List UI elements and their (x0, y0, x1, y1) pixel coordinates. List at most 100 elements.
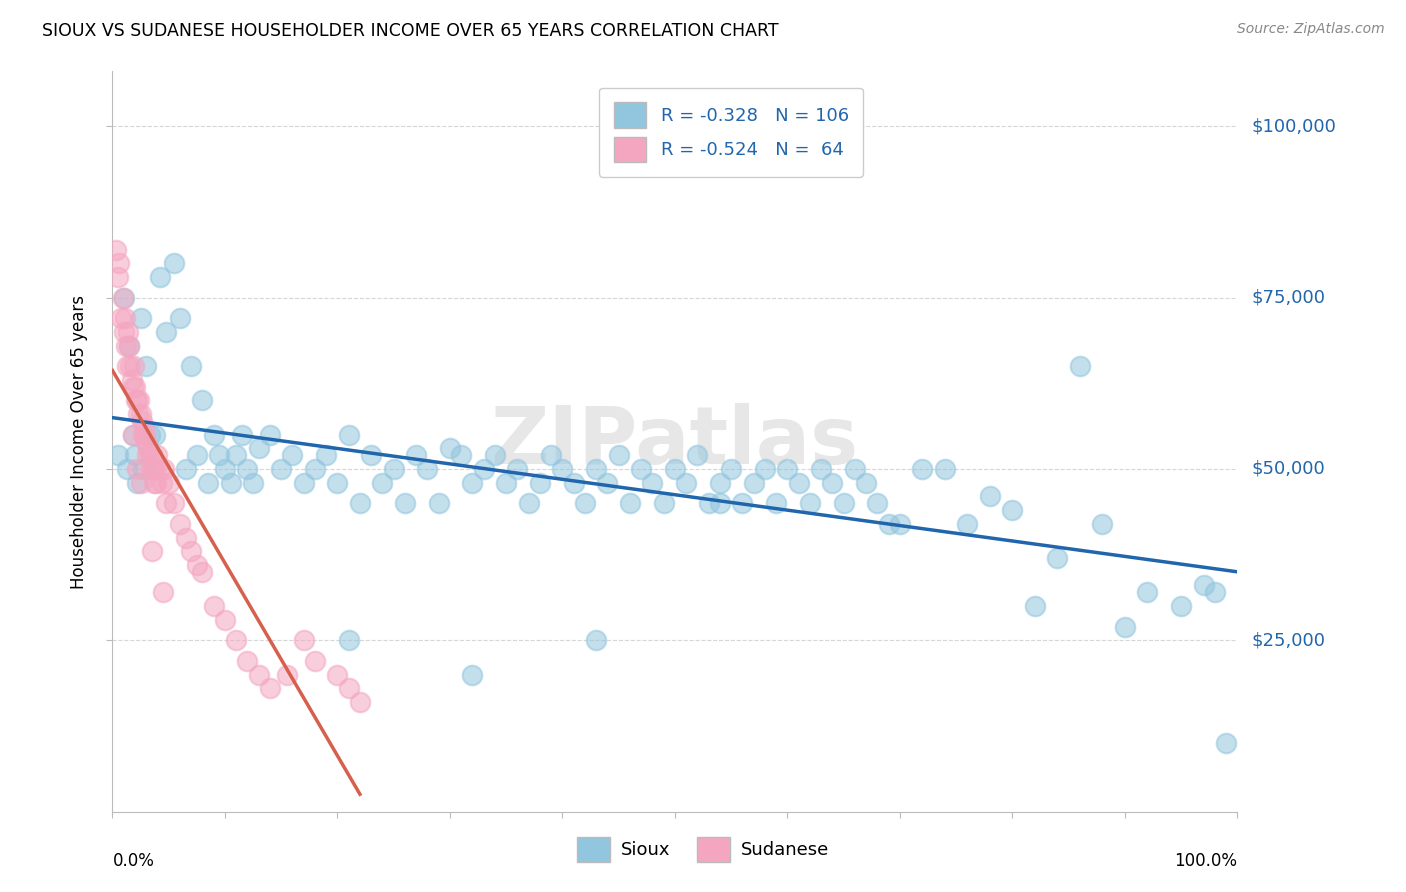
Point (259, 427, 281, 442)
Point (121, 380, 143, 394)
Text: $50,000: $50,000 (1251, 460, 1324, 478)
Point (141, 544, 163, 558)
Point (117, 325, 139, 339)
Point (115, 338, 138, 352)
Point (821, 475, 844, 490)
Point (292, 633, 315, 648)
Text: $100,000: $100,000 (1251, 117, 1336, 136)
Point (337, 427, 360, 442)
Point (247, 667, 270, 681)
Point (506, 462, 529, 476)
Point (1091, 516, 1114, 531)
Point (877, 516, 900, 531)
Point (585, 633, 607, 648)
Point (214, 462, 236, 476)
Text: $75,000: $75,000 (1251, 289, 1326, 307)
Point (765, 496, 787, 510)
Point (219, 475, 242, 490)
Point (1192, 578, 1215, 592)
Point (115, 462, 138, 476)
Point (1024, 599, 1046, 613)
Point (197, 475, 219, 490)
Point (136, 448, 159, 462)
Point (202, 599, 225, 613)
Point (186, 448, 208, 462)
Point (799, 496, 821, 510)
Point (145, 475, 167, 490)
Point (585, 462, 607, 476)
Point (104, 243, 127, 257)
Point (439, 442, 461, 456)
Point (118, 338, 141, 352)
Point (236, 462, 259, 476)
Point (132, 421, 155, 435)
Legend: R = -0.328   N = 106, R = -0.524   N =  64: R = -0.328 N = 106, R = -0.524 N = 64 (599, 87, 863, 177)
Point (231, 427, 253, 442)
Point (619, 496, 641, 510)
Point (787, 475, 810, 490)
Point (337, 681, 360, 696)
Point (129, 407, 152, 421)
Point (427, 496, 450, 510)
Point (709, 496, 731, 510)
Point (202, 427, 225, 442)
Point (163, 256, 186, 270)
Point (124, 448, 146, 462)
Point (709, 475, 731, 490)
Point (720, 462, 742, 476)
Point (630, 462, 652, 476)
Point (139, 462, 162, 476)
Point (163, 496, 186, 510)
Point (110, 311, 132, 326)
Point (124, 380, 146, 394)
Point (125, 393, 148, 408)
Text: ZIPatlas: ZIPatlas (491, 402, 859, 481)
Point (132, 462, 155, 476)
Point (472, 462, 495, 476)
Point (979, 489, 1001, 503)
Point (143, 475, 166, 490)
Point (114, 311, 136, 326)
Point (326, 475, 349, 490)
Text: $25,000: $25,000 (1251, 632, 1326, 649)
Point (731, 496, 754, 510)
Point (911, 462, 934, 476)
Point (191, 393, 214, 408)
Text: Source: ZipAtlas.com: Source: ZipAtlas.com (1237, 22, 1385, 37)
Point (1114, 619, 1136, 633)
Point (107, 270, 129, 285)
Point (371, 475, 394, 490)
Point (149, 462, 172, 476)
Point (112, 325, 135, 339)
Point (157, 475, 180, 490)
Point (174, 462, 197, 476)
Point (270, 462, 292, 476)
Point (138, 427, 160, 442)
Point (121, 427, 143, 442)
Point (129, 311, 152, 326)
Point (281, 448, 304, 462)
Point (1001, 503, 1024, 517)
Point (754, 462, 776, 476)
Point (1046, 551, 1069, 566)
Point (208, 448, 231, 462)
Point (664, 462, 686, 476)
Point (641, 475, 664, 490)
Text: SIOUX VS SUDANESE HOUSEHOLDER INCOME OVER 65 YEARS CORRELATION CHART: SIOUX VS SUDANESE HOUSEHOLDER INCOME OVE… (42, 22, 779, 40)
Point (529, 475, 551, 490)
Point (956, 516, 979, 531)
Point (120, 359, 142, 373)
Point (135, 434, 157, 449)
Point (461, 475, 484, 490)
Point (276, 667, 298, 681)
Point (562, 475, 585, 490)
Point (259, 681, 281, 696)
Point (143, 462, 166, 476)
Point (127, 407, 149, 421)
Point (225, 448, 247, 462)
Point (214, 613, 236, 627)
Point (242, 475, 264, 490)
Point (607, 448, 630, 462)
Point (186, 558, 208, 572)
Point (697, 496, 720, 510)
